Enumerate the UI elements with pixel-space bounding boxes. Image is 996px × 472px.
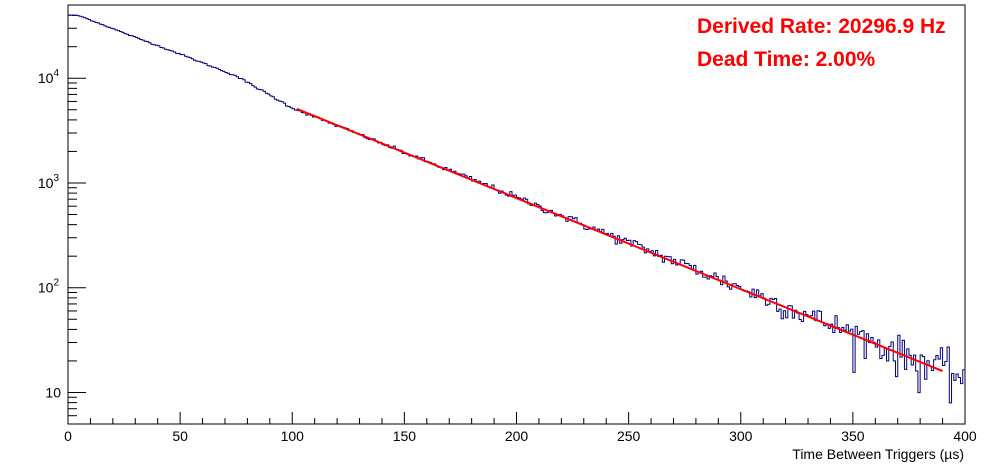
y-tick-label: 10 (45, 384, 61, 400)
x-tick-label: 250 (617, 428, 641, 444)
x-tick-label: 0 (64, 428, 72, 444)
y-tick-label: 102 (38, 278, 60, 296)
x-tick-label: 100 (281, 428, 305, 444)
y-axis-tick-labels: 10 102 103 104 (38, 68, 61, 400)
x-tick-label: 50 (172, 428, 188, 444)
x-tick-label: 300 (729, 428, 753, 444)
x-tick-label: 200 (505, 428, 529, 444)
x-axis-tick-labels: 0 50 100 150 200 250 300 350 400 (64, 428, 977, 444)
fit-curve (296, 107, 943, 373)
y-tick-label: 104 (38, 68, 60, 86)
x-axis-title: Time Between Triggers (µs) (792, 446, 964, 462)
x-tick-label: 350 (841, 428, 865, 444)
x-axis-ticks (67, 412, 966, 424)
dead-time-annotation: Dead Time: 2.00% (697, 48, 876, 71)
x-tick-label: 150 (393, 428, 417, 444)
histogram-series (68, 14, 965, 404)
derived-rate-annotation: Derived Rate: 20296.9 Hz (697, 15, 946, 38)
y-tick-label: 103 (38, 173, 60, 191)
y-axis-ticks (68, 4, 86, 425)
x-tick-label: 400 (953, 428, 977, 444)
